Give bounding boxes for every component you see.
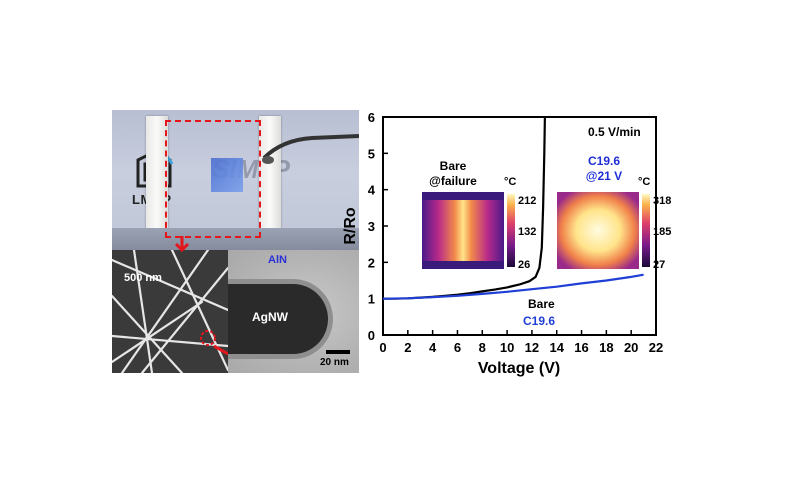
x-tick-label: 16 bbox=[574, 340, 588, 355]
bare-colorbar-unit: °C bbox=[504, 176, 516, 188]
y-tick-label: 1 bbox=[368, 292, 375, 307]
c196-thermal-inset: C19.6 @21 V °C 318 185 27 bbox=[557, 154, 671, 271]
series-layer bbox=[382, 116, 644, 300]
down-arrow-icon bbox=[174, 236, 190, 253]
x-tick-label: 4 bbox=[429, 340, 437, 355]
x-tick-label: 22 bbox=[649, 340, 663, 355]
c196-inset-title-2: @21 V bbox=[586, 169, 622, 183]
x-tick-label: 14 bbox=[549, 340, 564, 355]
sem-image: 500 nm bbox=[112, 250, 228, 373]
nanowire-core bbox=[228, 284, 328, 354]
tem-coating-label: AlN bbox=[268, 254, 287, 266]
y-axis-title: R/Ro bbox=[342, 207, 359, 245]
tem-scale-bar bbox=[326, 350, 350, 354]
c196-colorbar-max: 318 bbox=[653, 195, 671, 207]
x-tick-label: 12 bbox=[525, 340, 539, 355]
x-axis-ticks: 0 2 4 6 8 10 12 14 16 18 20 22 bbox=[379, 330, 663, 355]
blue-logo-mark bbox=[211, 158, 243, 192]
y-tick-label: 0 bbox=[368, 328, 375, 343]
c196-colorbar bbox=[642, 194, 650, 267]
tem-image: AlN AgNW 20 nm bbox=[228, 250, 359, 373]
right-electrode bbox=[259, 116, 281, 228]
y-tick-label: 5 bbox=[368, 146, 375, 161]
legend-c196: C19.6 bbox=[523, 314, 555, 328]
photo-base-strip bbox=[112, 228, 359, 250]
c196-colorbar-min: 27 bbox=[653, 259, 665, 271]
x-tick-label: 18 bbox=[599, 340, 613, 355]
y-tick-label: 3 bbox=[368, 219, 375, 234]
sem-scale-label: 500 nm bbox=[124, 272, 162, 284]
bare-colorbar-max: 212 bbox=[518, 195, 536, 207]
y-axis-ticks: 0 1 2 3 4 5 6 bbox=[368, 110, 388, 343]
y-tick-label: 6 bbox=[368, 110, 375, 125]
x-tick-label: 6 bbox=[454, 340, 461, 355]
film-area-highlight bbox=[165, 120, 261, 238]
c196-colorbar-mid: 185 bbox=[653, 226, 671, 238]
x-tick-label: 10 bbox=[500, 340, 514, 355]
x-tick-label: 20 bbox=[624, 340, 638, 355]
x-tick-label: 0 bbox=[379, 340, 386, 355]
c196-inset-title-1: C19.6 bbox=[588, 154, 620, 168]
sweep-rate-annotation: 0.5 V/min bbox=[588, 125, 641, 139]
bare-thermal-inset: Bare @failure °C 212 132 26 bbox=[422, 159, 536, 271]
left-electrode bbox=[146, 116, 168, 228]
series-line-c196 bbox=[382, 273, 644, 300]
tem-scale-label: 20 nm bbox=[320, 357, 349, 368]
x-tick-label: 2 bbox=[404, 340, 411, 355]
bare-colorbar-mid: 132 bbox=[518, 226, 536, 238]
bare-thermal-image bbox=[422, 192, 504, 269]
c196-thermal-image bbox=[557, 192, 639, 269]
bare-colorbar-min: 26 bbox=[518, 259, 530, 271]
y-tick-label: 2 bbox=[368, 255, 375, 270]
c196-colorbar-unit: °C bbox=[638, 176, 650, 188]
bare-colorbar bbox=[507, 194, 515, 267]
x-tick-label: 8 bbox=[479, 340, 486, 355]
sample-photo-panel: LMGP SIMaP 500 nm bbox=[112, 110, 359, 373]
bare-inset-title-2: @failure bbox=[429, 174, 477, 188]
x-axis-title: Voltage (V) bbox=[478, 360, 560, 377]
y-tick-label: 4 bbox=[368, 183, 376, 198]
bare-inset-title-1: Bare bbox=[440, 159, 467, 173]
nanowire-network-icon bbox=[112, 250, 228, 373]
legend-bare: Bare bbox=[528, 297, 555, 311]
probe-wire-icon bbox=[262, 134, 359, 164]
tem-core-label: AgNW bbox=[252, 310, 288, 324]
device-photo: LMGP SIMaP bbox=[112, 110, 359, 250]
